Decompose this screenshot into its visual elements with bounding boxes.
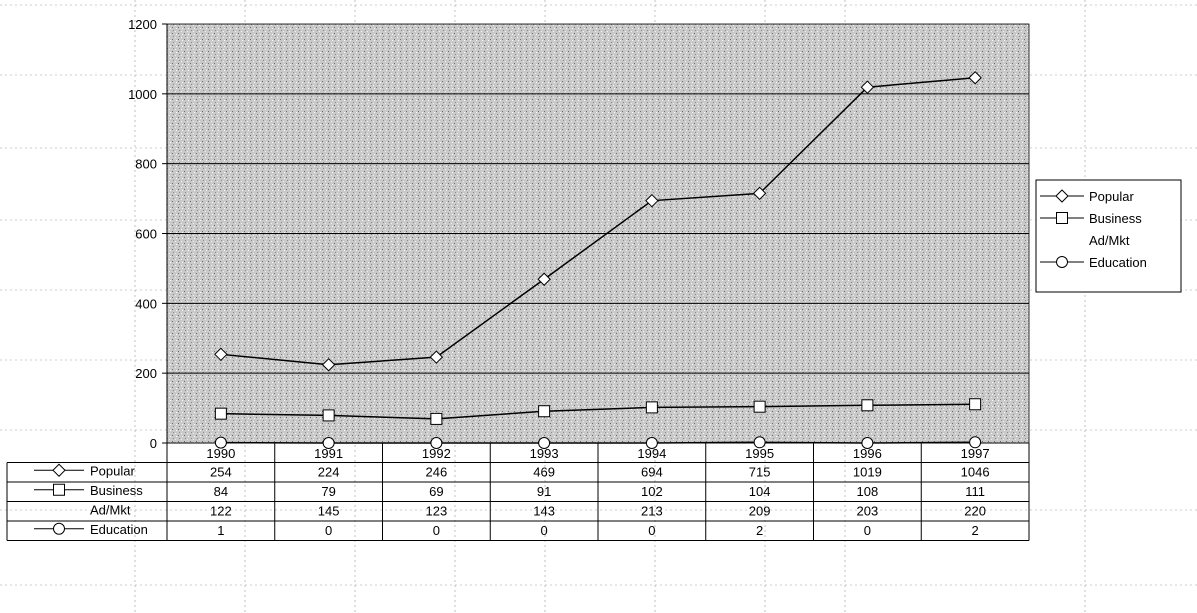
y-tick-label: 400: [135, 296, 157, 311]
table-cell: 84: [214, 484, 228, 499]
table-cell: 108: [857, 484, 879, 499]
y-tick-label: 0: [150, 436, 157, 451]
gridlines: [167, 93, 1029, 374]
legend: Popular Business Ad/Mkt Education: [1035, 179, 1182, 293]
x-tick-label: 1990: [206, 446, 235, 461]
table-cell: 2: [756, 523, 763, 538]
data-point: [322, 437, 335, 449]
table-cell: 203: [857, 503, 879, 518]
data-point: [969, 436, 982, 449]
data-point: [969, 398, 982, 411]
table-cell: 1: [217, 523, 224, 538]
data-point: [538, 405, 551, 418]
data-point: [752, 186, 767, 201]
y-tick-label: 1200: [128, 17, 157, 32]
table-cell: 694: [641, 464, 663, 479]
data-point: [214, 347, 228, 362]
data-point: [321, 358, 336, 372]
x-tick-label: 1992: [422, 446, 451, 461]
data-point: [214, 407, 227, 420]
x-tick-label: 1997: [961, 446, 990, 461]
table-cell: 0: [648, 523, 655, 538]
data-point: [860, 80, 875, 94]
data-point: [645, 437, 658, 449]
table-cell: 246: [426, 464, 448, 479]
series-line-popular: [220, 77, 976, 366]
table-cell: 111: [965, 484, 985, 499]
data-point: [430, 412, 443, 425]
table-cell: 224: [318, 464, 340, 479]
data-point: [753, 400, 766, 413]
legend-key-marker: [1056, 212, 1068, 224]
legend-label: Education: [1089, 255, 1147, 270]
x-tick-label: 1994: [637, 446, 666, 461]
data-point: [322, 409, 335, 422]
data-point: [861, 437, 874, 449]
x-tick-label: 1993: [530, 446, 559, 461]
table-legend-key-marker: [53, 522, 65, 535]
y-tick-label: 200: [135, 366, 157, 381]
data-point: [214, 436, 227, 449]
data-point: [861, 399, 874, 412]
table-cell: 213: [641, 503, 663, 518]
series-line-education: [220, 441, 976, 444]
x-tick-label: 1996: [853, 446, 882, 461]
legend-key-marker: [1055, 189, 1069, 203]
table-series-name: Business: [90, 483, 143, 498]
table-cell: 0: [541, 523, 548, 538]
legend-key-marker: [1056, 256, 1068, 268]
table-cell: 102: [641, 484, 663, 499]
y-tick-label: 600: [135, 227, 157, 242]
series-line-business: [220, 403, 976, 420]
table-cell: 209: [749, 503, 771, 518]
y-tick-label: 800: [135, 157, 157, 172]
data-table: 1990 1991 1992 1993 1994 1995 1996 1997 Popular 2…: [6, 442, 1030, 541]
data-point: [645, 193, 659, 208]
table-cell: 220: [964, 503, 986, 518]
table-cell: 91: [537, 484, 551, 499]
table-cell: 0: [864, 523, 871, 538]
legend-label: Business: [1089, 211, 1142, 226]
table-series-name: Popular: [90, 463, 135, 478]
table-cell: 145: [318, 503, 340, 518]
table-series-name: Education: [90, 522, 148, 537]
table-cell: 715: [749, 464, 771, 479]
table-cell: 122: [210, 503, 232, 518]
table-cell: 254: [210, 464, 232, 479]
table-cell: 123: [426, 503, 448, 518]
table-cell: 1046: [961, 464, 990, 479]
legend-label: Popular: [1089, 189, 1134, 204]
data-point: [645, 401, 658, 414]
table-cell: 0: [433, 523, 440, 538]
table-cell: 1019: [853, 464, 882, 479]
x-tick-label: 1991: [314, 446, 343, 461]
table-legend-key-marker: [53, 483, 65, 496]
data-point: [537, 272, 551, 286]
table-cell: 2: [972, 523, 979, 538]
y-axis: 0 200 400 600 800 1000 1200: [128, 17, 168, 451]
data-point: [429, 350, 444, 364]
table-cell: 69: [429, 484, 443, 499]
data-point: [430, 437, 443, 449]
series-layer: [214, 71, 982, 449]
data-point: [968, 71, 982, 85]
y-tick-label: 1000: [128, 87, 157, 102]
table-cell: 143: [533, 503, 555, 518]
table-series-name: Ad/Mkt: [90, 502, 131, 517]
data-point: [753, 436, 766, 449]
table-cell: 79: [321, 484, 335, 499]
data-point: [538, 437, 551, 449]
table-legend-key-marker: [52, 463, 66, 477]
legend-label: Ad/Mkt: [1089, 233, 1130, 248]
table-cell: 469: [533, 464, 555, 479]
table-cell: 104: [749, 484, 771, 499]
table-cell: 0: [325, 523, 332, 538]
x-tick-label: 1995: [745, 446, 774, 461]
